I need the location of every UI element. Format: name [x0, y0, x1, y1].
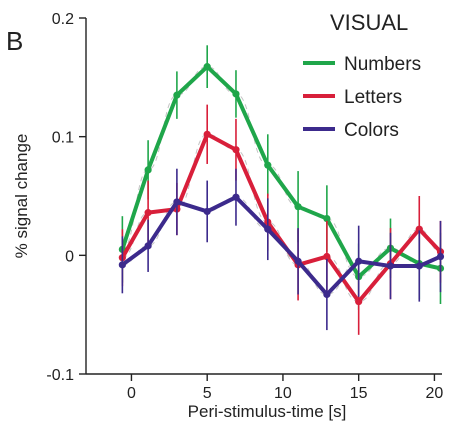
numbers-point: [323, 214, 331, 223]
colors-point: [323, 290, 331, 299]
letters-point: [203, 130, 211, 138]
x-axis-label: Peri-stimulus-time [s]: [188, 402, 347, 421]
letters-line: [120, 132, 443, 304]
colors-line: [120, 195, 443, 297]
letters-point: [232, 146, 240, 154]
colors-point: [355, 257, 363, 265]
legend-label-numbers: Numbers: [344, 54, 421, 75]
colors-point: [173, 198, 181, 206]
x-tick-label: 5: [203, 385, 212, 402]
colors-point: [436, 252, 445, 261]
series-layer: [118, 45, 445, 335]
colors-point: [232, 193, 240, 201]
numbers-line: [120, 64, 443, 279]
legend-label-colors: Colors: [344, 120, 399, 141]
x-tick-label: 20: [426, 385, 444, 402]
letters-point: [415, 225, 423, 233]
numbers-point: [173, 91, 181, 99]
series-colors: [118, 168, 445, 331]
numbers-point: [203, 63, 211, 71]
legend: Numbers Letters Colors: [303, 54, 421, 141]
legend-label-letters: Letters: [344, 87, 402, 108]
colors-point: [118, 261, 126, 269]
x-tick-label: 10: [274, 385, 292, 402]
numbers-point: [294, 203, 302, 211]
series-numbers: [118, 45, 445, 310]
fit-curve: [122, 133, 441, 303]
letters-point: [323, 252, 331, 261]
fit-curve: [122, 196, 441, 295]
numbers-point: [264, 161, 272, 169]
colors-point: [203, 207, 211, 216]
panel-letter: B: [6, 26, 23, 56]
colors-point: [294, 257, 302, 265]
axes: [85, 18, 442, 375]
y-tick-label: 0.1: [52, 130, 74, 147]
colors-point: [144, 242, 152, 250]
colors-point: [386, 262, 395, 270]
colors-point: [264, 225, 272, 233]
y-tick-label: 0: [65, 248, 74, 265]
colors-point: [415, 262, 423, 270]
letters-point: [355, 298, 363, 306]
x-tick-label: 15: [350, 385, 368, 402]
chart-title: VISUAL: [330, 10, 408, 35]
y-tick-label: 0.2: [52, 11, 74, 28]
y-axis-label: % signal change: [12, 134, 31, 259]
letters-point: [144, 209, 152, 217]
ticks: 0.2 0.1 0 -0.1 0 5 10 15 20: [46, 11, 443, 402]
x-tick-label: 0: [127, 385, 136, 402]
numbers-point: [144, 166, 152, 174]
y-tick-label: -0.1: [46, 367, 74, 384]
numbers-point: [232, 90, 240, 98]
